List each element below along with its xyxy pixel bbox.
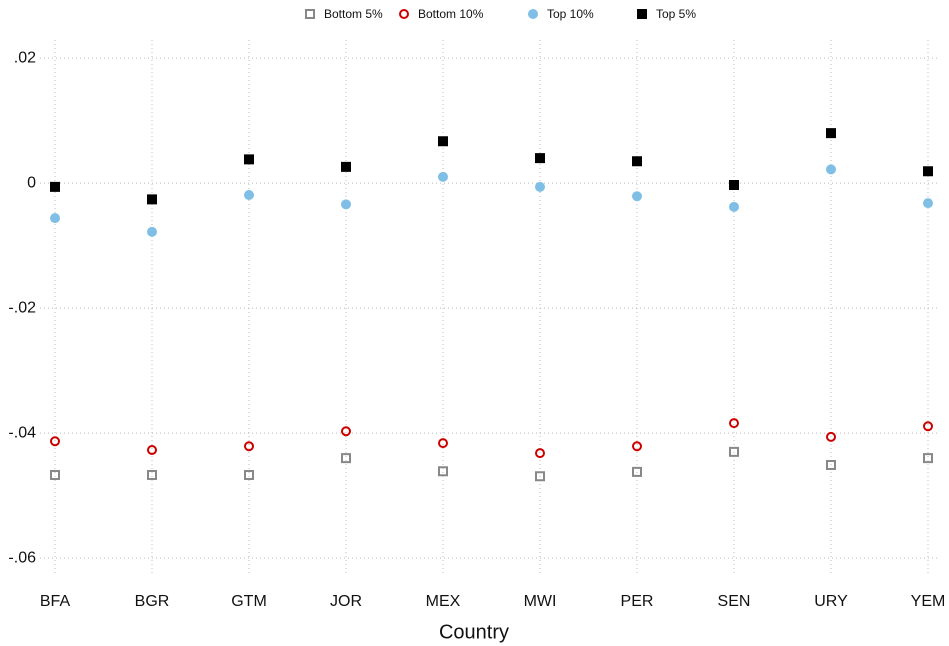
legend-marker bbox=[528, 9, 538, 19]
point bbox=[147, 470, 157, 480]
legend-marker bbox=[305, 9, 315, 19]
point bbox=[632, 441, 642, 452]
point bbox=[729, 201, 739, 212]
point bbox=[632, 156, 642, 167]
legend-label: Top 10% bbox=[547, 7, 594, 21]
x-tick-label: BGR bbox=[135, 593, 170, 610]
point bbox=[535, 471, 545, 482]
x-tick-label: MEX bbox=[426, 593, 461, 610]
point bbox=[341, 426, 351, 437]
point bbox=[341, 161, 351, 172]
point bbox=[147, 445, 157, 455]
point bbox=[826, 164, 836, 175]
point bbox=[244, 190, 254, 200]
point bbox=[535, 448, 545, 459]
point bbox=[50, 213, 60, 224]
x-tick-label: YEM bbox=[911, 593, 946, 610]
point bbox=[341, 453, 351, 464]
point bbox=[535, 153, 545, 164]
point bbox=[438, 466, 448, 477]
point bbox=[729, 180, 739, 190]
point bbox=[244, 470, 254, 480]
point bbox=[438, 438, 448, 449]
y-tick-label: 0 bbox=[27, 174, 36, 191]
point bbox=[341, 199, 351, 210]
point bbox=[244, 154, 254, 165]
x-tick-label: URY bbox=[814, 593, 848, 610]
x-tick-label: JOR bbox=[330, 593, 362, 610]
point bbox=[826, 128, 836, 139]
x-tick-label: GTM bbox=[231, 593, 267, 610]
point bbox=[729, 446, 739, 457]
x-tick-label: SEN bbox=[718, 593, 751, 610]
point bbox=[826, 460, 836, 470]
x-tick-label: BFA bbox=[40, 593, 71, 610]
point bbox=[244, 441, 254, 452]
point bbox=[632, 466, 642, 477]
point bbox=[923, 453, 933, 464]
legend-label: Bottom 10% bbox=[418, 7, 484, 21]
y-tick-label: -.06 bbox=[8, 549, 36, 566]
point bbox=[632, 191, 642, 202]
x-tick-label: MWI bbox=[524, 593, 557, 610]
point bbox=[147, 194, 157, 205]
point bbox=[923, 421, 933, 432]
point bbox=[50, 436, 60, 447]
y-tick-label: -.04 bbox=[8, 424, 36, 441]
legend-marker bbox=[637, 9, 647, 19]
legend-label: Top 5% bbox=[656, 7, 696, 21]
point bbox=[826, 431, 836, 442]
legend-label: Bottom 5% bbox=[324, 7, 383, 21]
point bbox=[50, 181, 60, 192]
point bbox=[729, 418, 739, 429]
point bbox=[438, 136, 448, 147]
y-tick-label: .02 bbox=[14, 49, 36, 66]
y-tick-label: -.02 bbox=[8, 299, 36, 316]
point bbox=[535, 181, 545, 192]
point bbox=[147, 226, 157, 237]
legend-marker bbox=[399, 9, 409, 19]
point bbox=[438, 171, 448, 182]
x-tick-label: PER bbox=[621, 593, 654, 610]
x-axis-title: Country bbox=[439, 621, 509, 643]
point bbox=[923, 166, 933, 177]
point bbox=[923, 198, 933, 209]
point bbox=[50, 470, 60, 480]
